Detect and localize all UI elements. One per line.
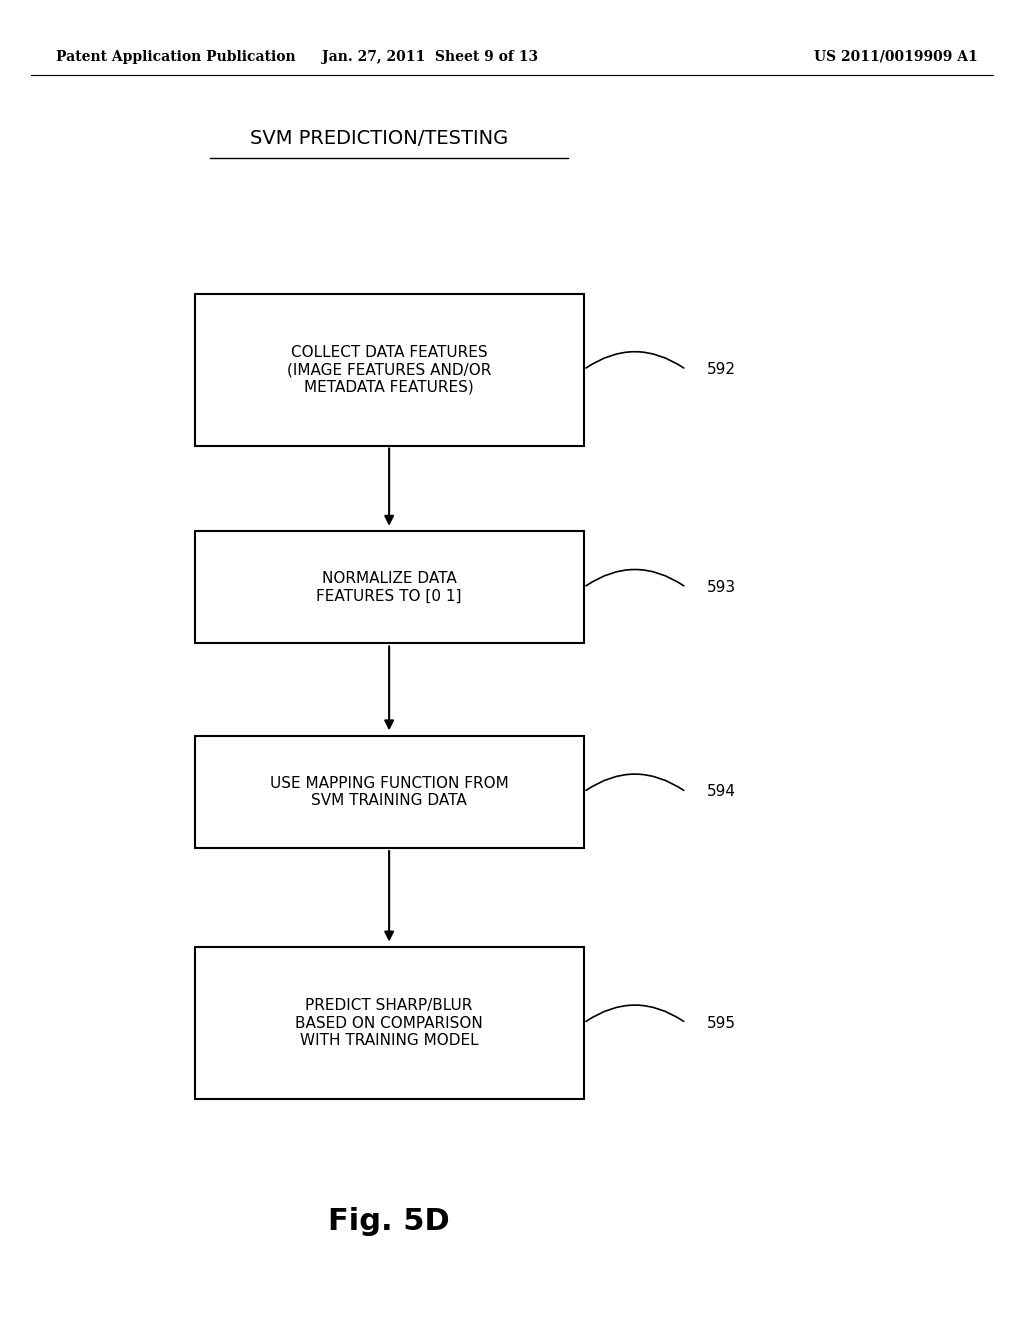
FancyBboxPatch shape	[195, 948, 584, 1098]
Text: Fig. 5D: Fig. 5D	[329, 1206, 450, 1236]
Text: COLLECT DATA FEATURES
(IMAGE FEATURES AND/OR
METADATA FEATURES): COLLECT DATA FEATURES (IMAGE FEATURES AN…	[287, 345, 492, 395]
Text: US 2011/0019909 A1: US 2011/0019909 A1	[814, 50, 978, 63]
Text: Patent Application Publication: Patent Application Publication	[56, 50, 296, 63]
Text: NORMALIZE DATA
FEATURES TO [0 1]: NORMALIZE DATA FEATURES TO [0 1]	[316, 572, 462, 603]
Text: 595: 595	[707, 1015, 735, 1031]
Text: USE MAPPING FUNCTION FROM
SVM TRAINING DATA: USE MAPPING FUNCTION FROM SVM TRAINING D…	[269, 776, 509, 808]
FancyBboxPatch shape	[195, 294, 584, 446]
Text: SVM PREDICTION/TESTING: SVM PREDICTION/TESTING	[250, 129, 508, 148]
FancyBboxPatch shape	[195, 737, 584, 847]
FancyBboxPatch shape	[195, 531, 584, 643]
Text: 593: 593	[707, 579, 735, 595]
Text: Jan. 27, 2011  Sheet 9 of 13: Jan. 27, 2011 Sheet 9 of 13	[322, 50, 539, 63]
Text: PREDICT SHARP/BLUR
BASED ON COMPARISON
WITH TRAINING MODEL: PREDICT SHARP/BLUR BASED ON COMPARISON W…	[295, 998, 483, 1048]
Text: 594: 594	[707, 784, 735, 800]
Text: 592: 592	[707, 362, 735, 378]
